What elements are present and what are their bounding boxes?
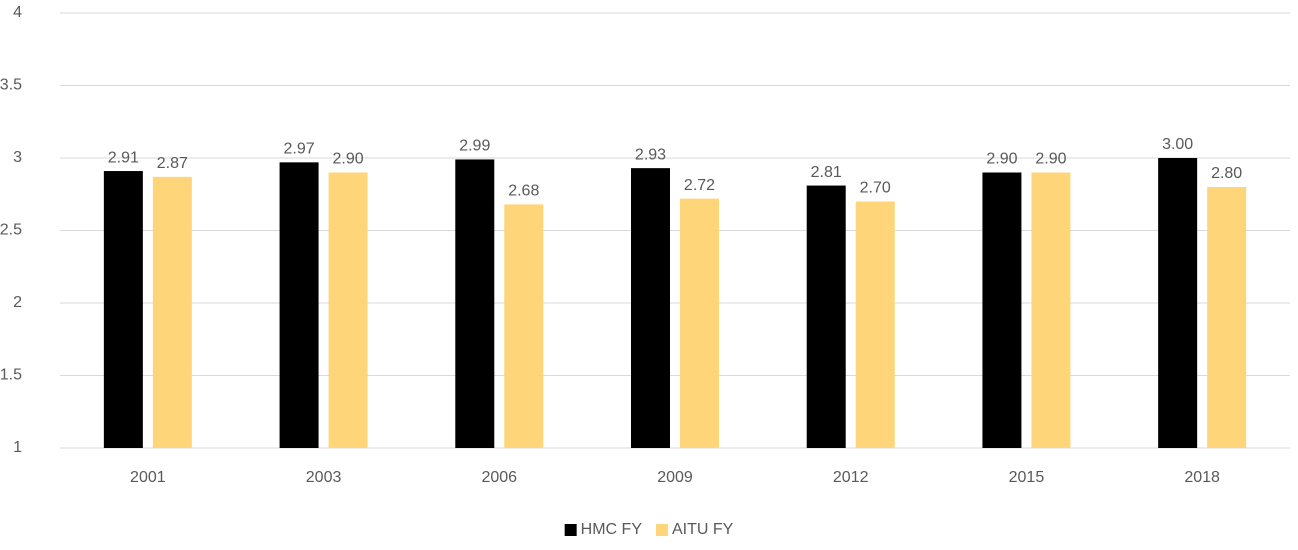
x-tick-label: 2006 [481, 469, 517, 486]
y-tick-label: 3.5 [0, 77, 22, 94]
legend-swatch [655, 524, 668, 536]
value-label: 2.99 [459, 138, 490, 155]
value-label: 2.90 [1035, 151, 1066, 168]
value-label: 2.81 [811, 164, 842, 181]
bar [279, 162, 319, 448]
y-tick-label: 1 [13, 439, 22, 456]
y-tick-label: 2.5 [0, 222, 22, 239]
bar [631, 168, 670, 448]
bar [152, 176, 192, 448]
y-tick-label: 4 [13, 4, 22, 21]
x-tick-label: 2015 [1009, 469, 1045, 486]
x-tick-label: 2001 [130, 469, 166, 486]
value-label: 2.72 [684, 177, 715, 194]
x-tick-label: 2012 [833, 469, 869, 486]
bar [455, 159, 495, 448]
value-label: 2.93 [635, 146, 666, 163]
bar [1158, 158, 1198, 448]
x-tick-label: 2003 [306, 469, 342, 486]
bar [680, 198, 719, 448]
value-label: 2.90 [986, 151, 1017, 168]
bar [103, 171, 143, 449]
bar [806, 185, 846, 449]
legend-label: AITU FY [672, 521, 734, 538]
value-label: 2.70 [860, 180, 891, 197]
legend-swatch [564, 524, 577, 536]
bar [1207, 187, 1247, 448]
bar [982, 172, 1022, 448]
bar [504, 204, 544, 448]
bar [855, 201, 895, 448]
value-label: 2.90 [333, 151, 364, 168]
value-label: 2.87 [157, 155, 188, 172]
value-label: 2.68 [508, 183, 539, 200]
bar [328, 172, 368, 448]
x-tick-label: 2009 [657, 469, 693, 486]
bar [1031, 172, 1071, 448]
y-tick-label: 3 [13, 149, 22, 166]
value-label: 2.80 [1211, 165, 1242, 182]
y-tick-label: 1.5 [0, 367, 22, 384]
x-tick-label: 2018 [1184, 469, 1220, 486]
value-label: 2.97 [284, 141, 315, 158]
value-label: 3.00 [1162, 136, 1193, 153]
legend-label: HMC FY [581, 521, 643, 538]
y-tick-label: 2 [13, 294, 22, 311]
value-label: 2.91 [108, 149, 139, 166]
